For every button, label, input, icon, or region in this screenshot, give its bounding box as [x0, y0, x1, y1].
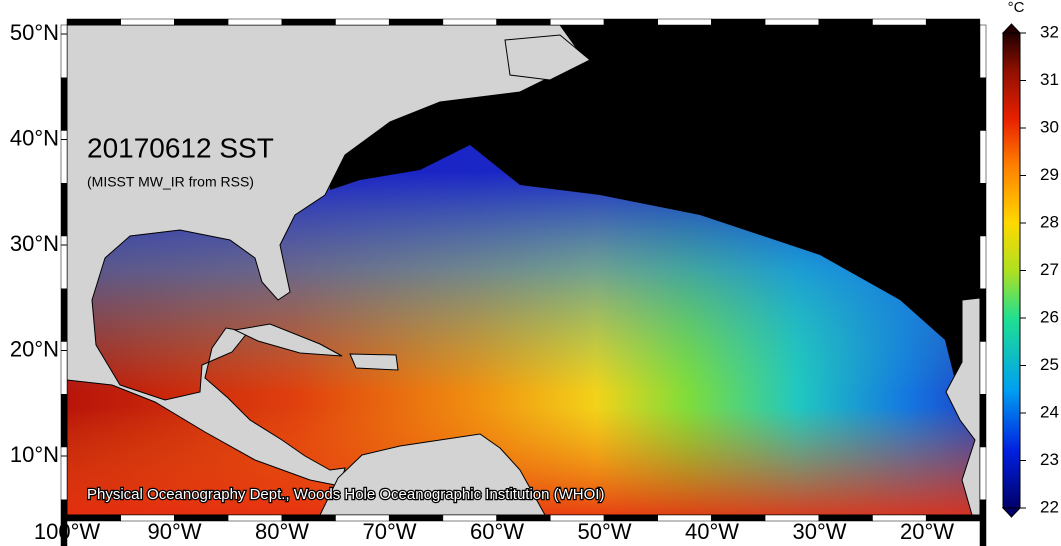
frame-segment — [66, 18, 121, 26]
lat-label: 50°N — [10, 20, 59, 45]
land — [67, 25, 980, 515]
frame-segment — [979, 235, 987, 289]
frame-segment — [979, 446, 987, 500]
colorbar-unit: °C — [1008, 0, 1025, 16]
frame-segment — [979, 499, 987, 546]
colorbar-label: 28 — [1040, 212, 1059, 231]
frame-segment — [60, 77, 68, 131]
lon-label: 70°W — [362, 519, 416, 544]
frame-segment — [335, 18, 390, 26]
frame-segment — [60, 183, 68, 237]
credit: Physical Oceanography Dept., Woods Hole … — [87, 486, 604, 503]
colorbar-max-arrow — [1001, 23, 1022, 34]
colorbar-label: 31 — [1040, 70, 1059, 89]
lat-label: 20°N — [10, 336, 59, 361]
colorbar — [1002, 32, 1021, 509]
frame-segment — [979, 24, 987, 78]
lon-label: 50°W — [577, 519, 631, 544]
frame-segment — [388, 18, 444, 26]
frame-segment — [496, 18, 551, 26]
frame-segment — [442, 18, 497, 26]
colorbar-label: 27 — [1040, 260, 1059, 279]
frame-segment — [174, 18, 229, 26]
lon-label: 30°W — [792, 519, 846, 544]
frame-segment — [60, 235, 68, 289]
lon-label: 90°W — [147, 519, 201, 544]
colorbar-label: 25 — [1040, 355, 1059, 374]
colorbar-min-arrow — [1001, 507, 1022, 518]
frame-segment — [711, 18, 766, 26]
colorbar-label: 32 — [1040, 22, 1059, 41]
frame-segment — [979, 288, 987, 342]
frame-segment — [979, 183, 987, 237]
frame-segment — [603, 18, 658, 26]
frame-segment — [60, 24, 68, 78]
frame-segment — [979, 341, 987, 395]
frame-segment — [60, 130, 68, 184]
colorbar-label: 24 — [1040, 402, 1059, 421]
lon-label: 80°W — [255, 519, 309, 544]
frame-segment — [979, 77, 987, 131]
frame-segment — [60, 446, 68, 500]
map-subtitle: (MISST MW_IR from RSS) — [87, 174, 254, 190]
colorbar-label: 23 — [1040, 450, 1059, 469]
frame-segment — [60, 499, 68, 546]
lon-label: 60°W — [470, 519, 524, 544]
colorbar-label: 26 — [1040, 307, 1059, 326]
frame-segment — [979, 130, 987, 184]
frame-segment — [657, 18, 712, 26]
frame-segment — [872, 18, 927, 26]
map-title: 20170612 SST — [87, 132, 274, 163]
map-area — [67, 25, 980, 515]
frame-segment — [227, 18, 283, 26]
frame-segment — [818, 18, 873, 26]
frame-segment — [120, 18, 175, 26]
colorbar-label: 29 — [1040, 165, 1059, 184]
lat-label: 30°N — [10, 231, 59, 256]
frame-segment — [764, 18, 820, 26]
lat-label: 10°N — [10, 442, 59, 467]
frame-segment — [281, 18, 336, 26]
frame — [60, 18, 987, 546]
no-data — [330, 25, 980, 380]
lon-label: 40°W — [685, 519, 739, 544]
lon-label: 100°W — [34, 519, 101, 544]
colorbar-label: 22 — [1040, 497, 1059, 516]
frame-segment — [60, 288, 68, 342]
lon-label: 20°W — [900, 519, 954, 544]
frame-segment — [60, 341, 68, 395]
colorbar-label: 30 — [1040, 117, 1059, 136]
frame-segment — [925, 18, 981, 26]
frame-segment — [60, 394, 68, 448]
frame-segment — [979, 394, 987, 448]
frame-segment — [550, 18, 605, 26]
lat-label: 40°N — [10, 125, 59, 150]
